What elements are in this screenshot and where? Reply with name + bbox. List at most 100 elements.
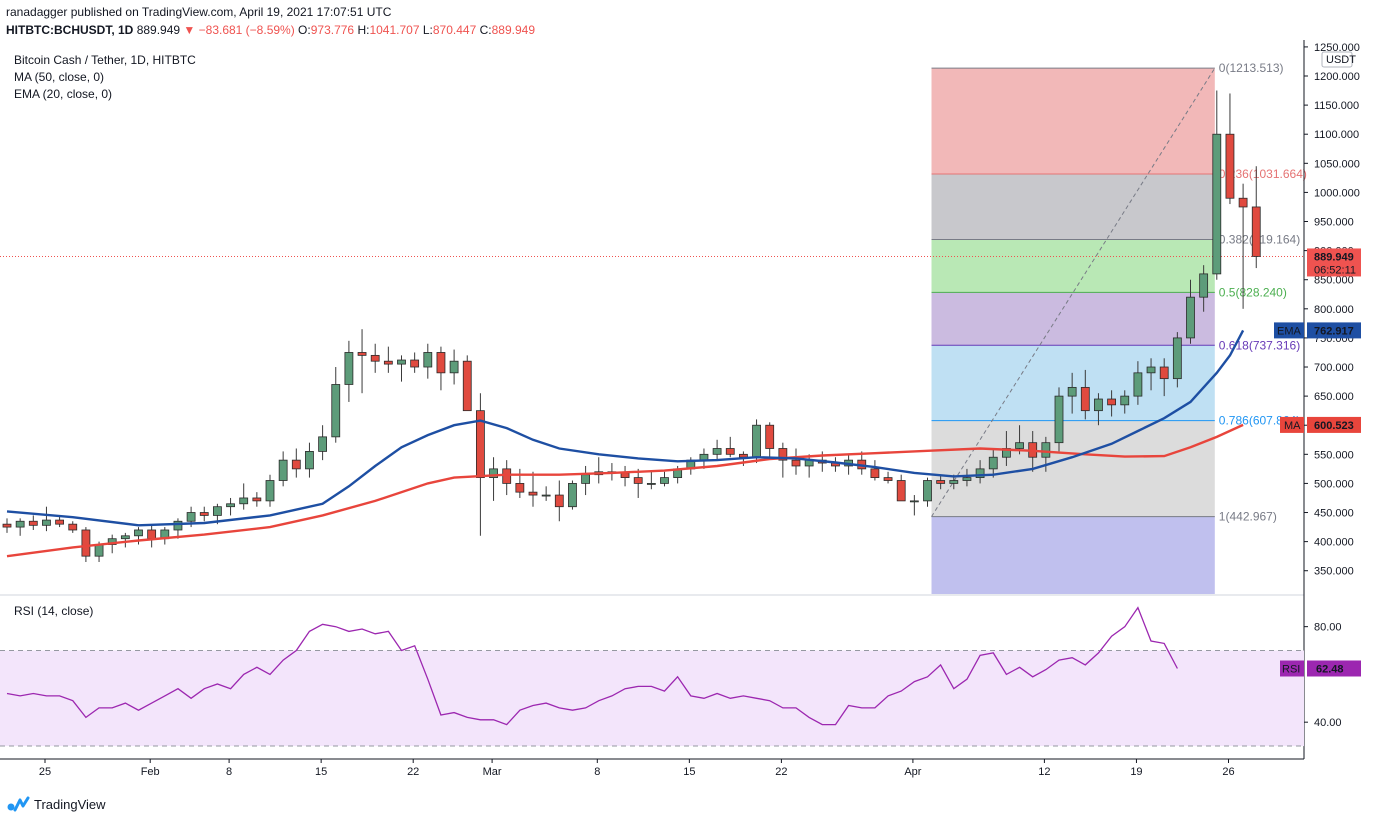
- candle: [660, 471, 669, 487]
- candle-body: [646, 483, 656, 485]
- candle-body: [870, 468, 880, 478]
- candle-body: [239, 497, 249, 505]
- legend-title: Bitcoin Cash / Tether, 1D, HITBTC: [14, 53, 196, 67]
- symbol-line: HITBTC:BCHUSDT, 1D 889.949 ▼ −83.681 (−8…: [6, 22, 535, 39]
- ma-value: 600.523: [1314, 420, 1354, 432]
- candle: [397, 355, 406, 382]
- candle: [370, 343, 380, 373]
- candle: [896, 474, 906, 502]
- ema-name: EMA: [1277, 325, 1302, 337]
- candle: [502, 460, 512, 496]
- candle: [383, 346, 393, 373]
- price-axis[interactable]: 350.000400.000450.000500.000550.000600.0…: [1274, 42, 1361, 729]
- candle-body: [305, 451, 314, 470]
- time-tick-label: 8: [594, 766, 600, 778]
- candle-body: [1212, 133, 1222, 275]
- candle: [357, 329, 367, 394]
- brand-name: TradingView: [34, 796, 106, 812]
- rsi-legend[interactable]: RSI (14, close): [14, 604, 94, 618]
- candle: [291, 448, 301, 478]
- candle: [28, 515, 38, 530]
- ma-value-box: [1307, 416, 1361, 433]
- candle: [515, 468, 525, 498]
- candle: [1172, 332, 1182, 388]
- ma-line: [6, 423, 1244, 558]
- candle-body: [1133, 372, 1143, 397]
- candle: [883, 471, 893, 484]
- time-tick-label: 25: [39, 766, 51, 778]
- candle-body: [94, 544, 104, 557]
- candle: [449, 349, 459, 385]
- currency-badge-box: [1321, 51, 1353, 68]
- candle-body: [660, 477, 669, 484]
- candle-body: [1094, 398, 1103, 412]
- fib-zone: [931, 292, 1215, 346]
- candle-body: [278, 459, 288, 481]
- candle: [1212, 90, 1222, 280]
- candle-body: [883, 477, 893, 481]
- ema-20-line: [6, 329, 1245, 527]
- time-tick-label: Feb: [141, 766, 160, 778]
- ma-axis-badge: MA 600.523: [1280, 416, 1361, 433]
- ema-value-box: [1307, 322, 1361, 339]
- candle-body: [1199, 273, 1209, 298]
- candle-body: [1015, 442, 1024, 449]
- candle-body: [568, 483, 577, 508]
- candle: [870, 460, 880, 481]
- price-tick-label: 1050.000: [1314, 158, 1360, 170]
- fib-trend-line: [931, 67, 1216, 517]
- candle: [528, 471, 538, 507]
- candle-body: [791, 459, 801, 467]
- rsi-axis-badge: RSI 62.48: [1280, 660, 1361, 677]
- candle-body: [1159, 366, 1169, 380]
- candle: [489, 457, 498, 501]
- candle: [1199, 265, 1209, 312]
- last-price-value: 889.949: [1314, 251, 1354, 263]
- candle-body: [199, 512, 209, 516]
- time-axis[interactable]: 25 Feb 8 15 22 Mar 8 15 22 Apr 12 19 26: [39, 759, 1235, 778]
- candle: [620, 465, 630, 487]
- candle: [541, 486, 551, 501]
- candle: [15, 518, 25, 536]
- open-value: 973.776: [310, 23, 355, 37]
- open-label: O:: [298, 23, 311, 37]
- candle-body: [1080, 386, 1090, 412]
- candle: [199, 506, 209, 522]
- price-change: ▼ −83.681 (−8.59%): [183, 23, 295, 37]
- candle-body: [107, 538, 117, 545]
- candle-body: [1054, 395, 1064, 444]
- candle: [1238, 183, 1248, 309]
- fib-zone: [931, 68, 1215, 174]
- candle-body: [752, 424, 761, 458]
- legend-ema[interactable]: EMA (20, close, 0): [14, 87, 113, 101]
- candle-body: [397, 359, 406, 365]
- candle-body: [212, 506, 222, 516]
- rsi-band: [0, 650, 1304, 747]
- ma-50-line: [6, 423, 1244, 558]
- candle: [936, 474, 946, 490]
- candle: [725, 436, 735, 458]
- tradingview-brand[interactable]: TradingView: [6, 796, 106, 812]
- price-tick-label: 1100.000: [1314, 129, 1359, 141]
- currency-badge: USDT: [1321, 51, 1356, 68]
- candle-body: [778, 448, 788, 461]
- candle: [423, 343, 433, 379]
- symbol-name: HITBTC:BCHUSDT, 1D: [6, 23, 134, 37]
- candle-body: [42, 519, 51, 526]
- rsi-name: RSI: [1282, 663, 1300, 675]
- rsi-value-box: [1307, 660, 1361, 677]
- candle: [160, 527, 170, 545]
- legend-ma[interactable]: MA (50, close, 0): [14, 70, 105, 84]
- candle-body: [331, 384, 341, 438]
- time-tick-label: 22: [775, 766, 787, 778]
- candle-body: [462, 360, 472, 412]
- price-tick-label: 400.000: [1314, 537, 1354, 549]
- candle-body: [725, 448, 735, 455]
- candle-body: [949, 480, 959, 484]
- grid: [0, 40, 1305, 760]
- candle: [42, 506, 51, 532]
- ma-name: MA: [1284, 420, 1301, 432]
- price-tick-label: 1200.000: [1314, 71, 1360, 83]
- candle-body: [923, 480, 932, 502]
- fibonacci-retracement[interactable]: 0(1213.513)0.236(1031.664)0.382(919.164)…: [931, 61, 1307, 594]
